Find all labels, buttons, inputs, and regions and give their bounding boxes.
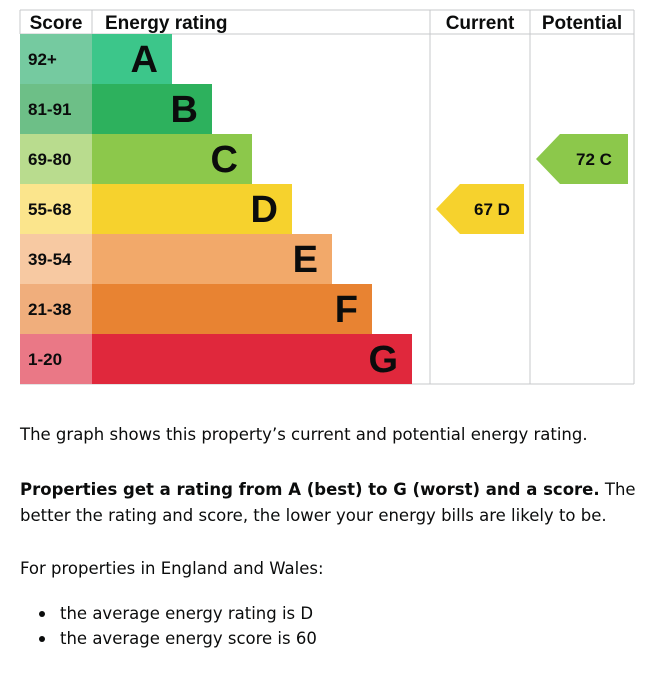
rating-explanation: Properties get a rating from A (best) to… [20,477,640,529]
score-label-a: 92+ [28,50,57,69]
band-bar-g [92,334,412,384]
score-label-c: 69-80 [28,150,71,169]
score-cell-a [20,34,92,84]
current-rating-arrow [436,184,524,234]
band-letter-f: F [335,289,358,331]
band-letter-b: B [171,89,198,131]
band-letter-e: E [293,239,318,281]
band-bar-f [92,284,372,334]
header-current: Current [446,13,515,34]
score-cell-d [20,184,92,234]
potential-rating-label: 72 C [576,150,612,169]
rating-explanation-rest: The better the rating and score, the low… [20,480,636,525]
average-rating-list: the average energy rating is D the avera… [20,601,317,651]
band-bar-e [92,234,332,284]
band-bar-b [92,84,212,134]
band-letter-g: G [368,339,398,381]
score-label-e: 39-54 [28,250,72,269]
score-cell-c [20,134,92,184]
rating-explanation-bold: Properties get a rating from A (best) to… [20,480,600,499]
band-bar-d [92,184,292,234]
score-label-d: 55-68 [28,200,71,219]
header-score: Score [30,13,83,34]
average-score-item: the average energy score is 60 [20,626,317,651]
band-bar-a [92,34,172,84]
average-rating-item: the average energy rating is D [20,601,317,626]
band-bar-c [92,134,252,184]
current-rating-label: 67 D [474,200,510,219]
graph-description: The graph shows this property’s current … [20,425,588,444]
score-label-b: 81-91 [28,100,71,119]
score-cell-g [20,334,92,384]
score-label-f: 21-38 [28,300,71,319]
band-letter-c: C [211,139,238,181]
band-letter-d: D [251,189,278,231]
score-label-g: 1-20 [28,350,62,369]
energy-rating-chart: Score Energy rating Current Potential 92+ A 81… [19,9,635,385]
score-cell-e [20,234,92,284]
header-energy-rating: Energy rating [105,13,227,34]
header-potential: Potential [542,13,622,34]
band-letter-a: A [131,39,158,81]
score-cell-b [20,84,92,134]
score-cell-f [20,284,92,334]
region-note: For properties in England and Wales: [20,559,324,578]
potential-rating-arrow [536,134,628,184]
